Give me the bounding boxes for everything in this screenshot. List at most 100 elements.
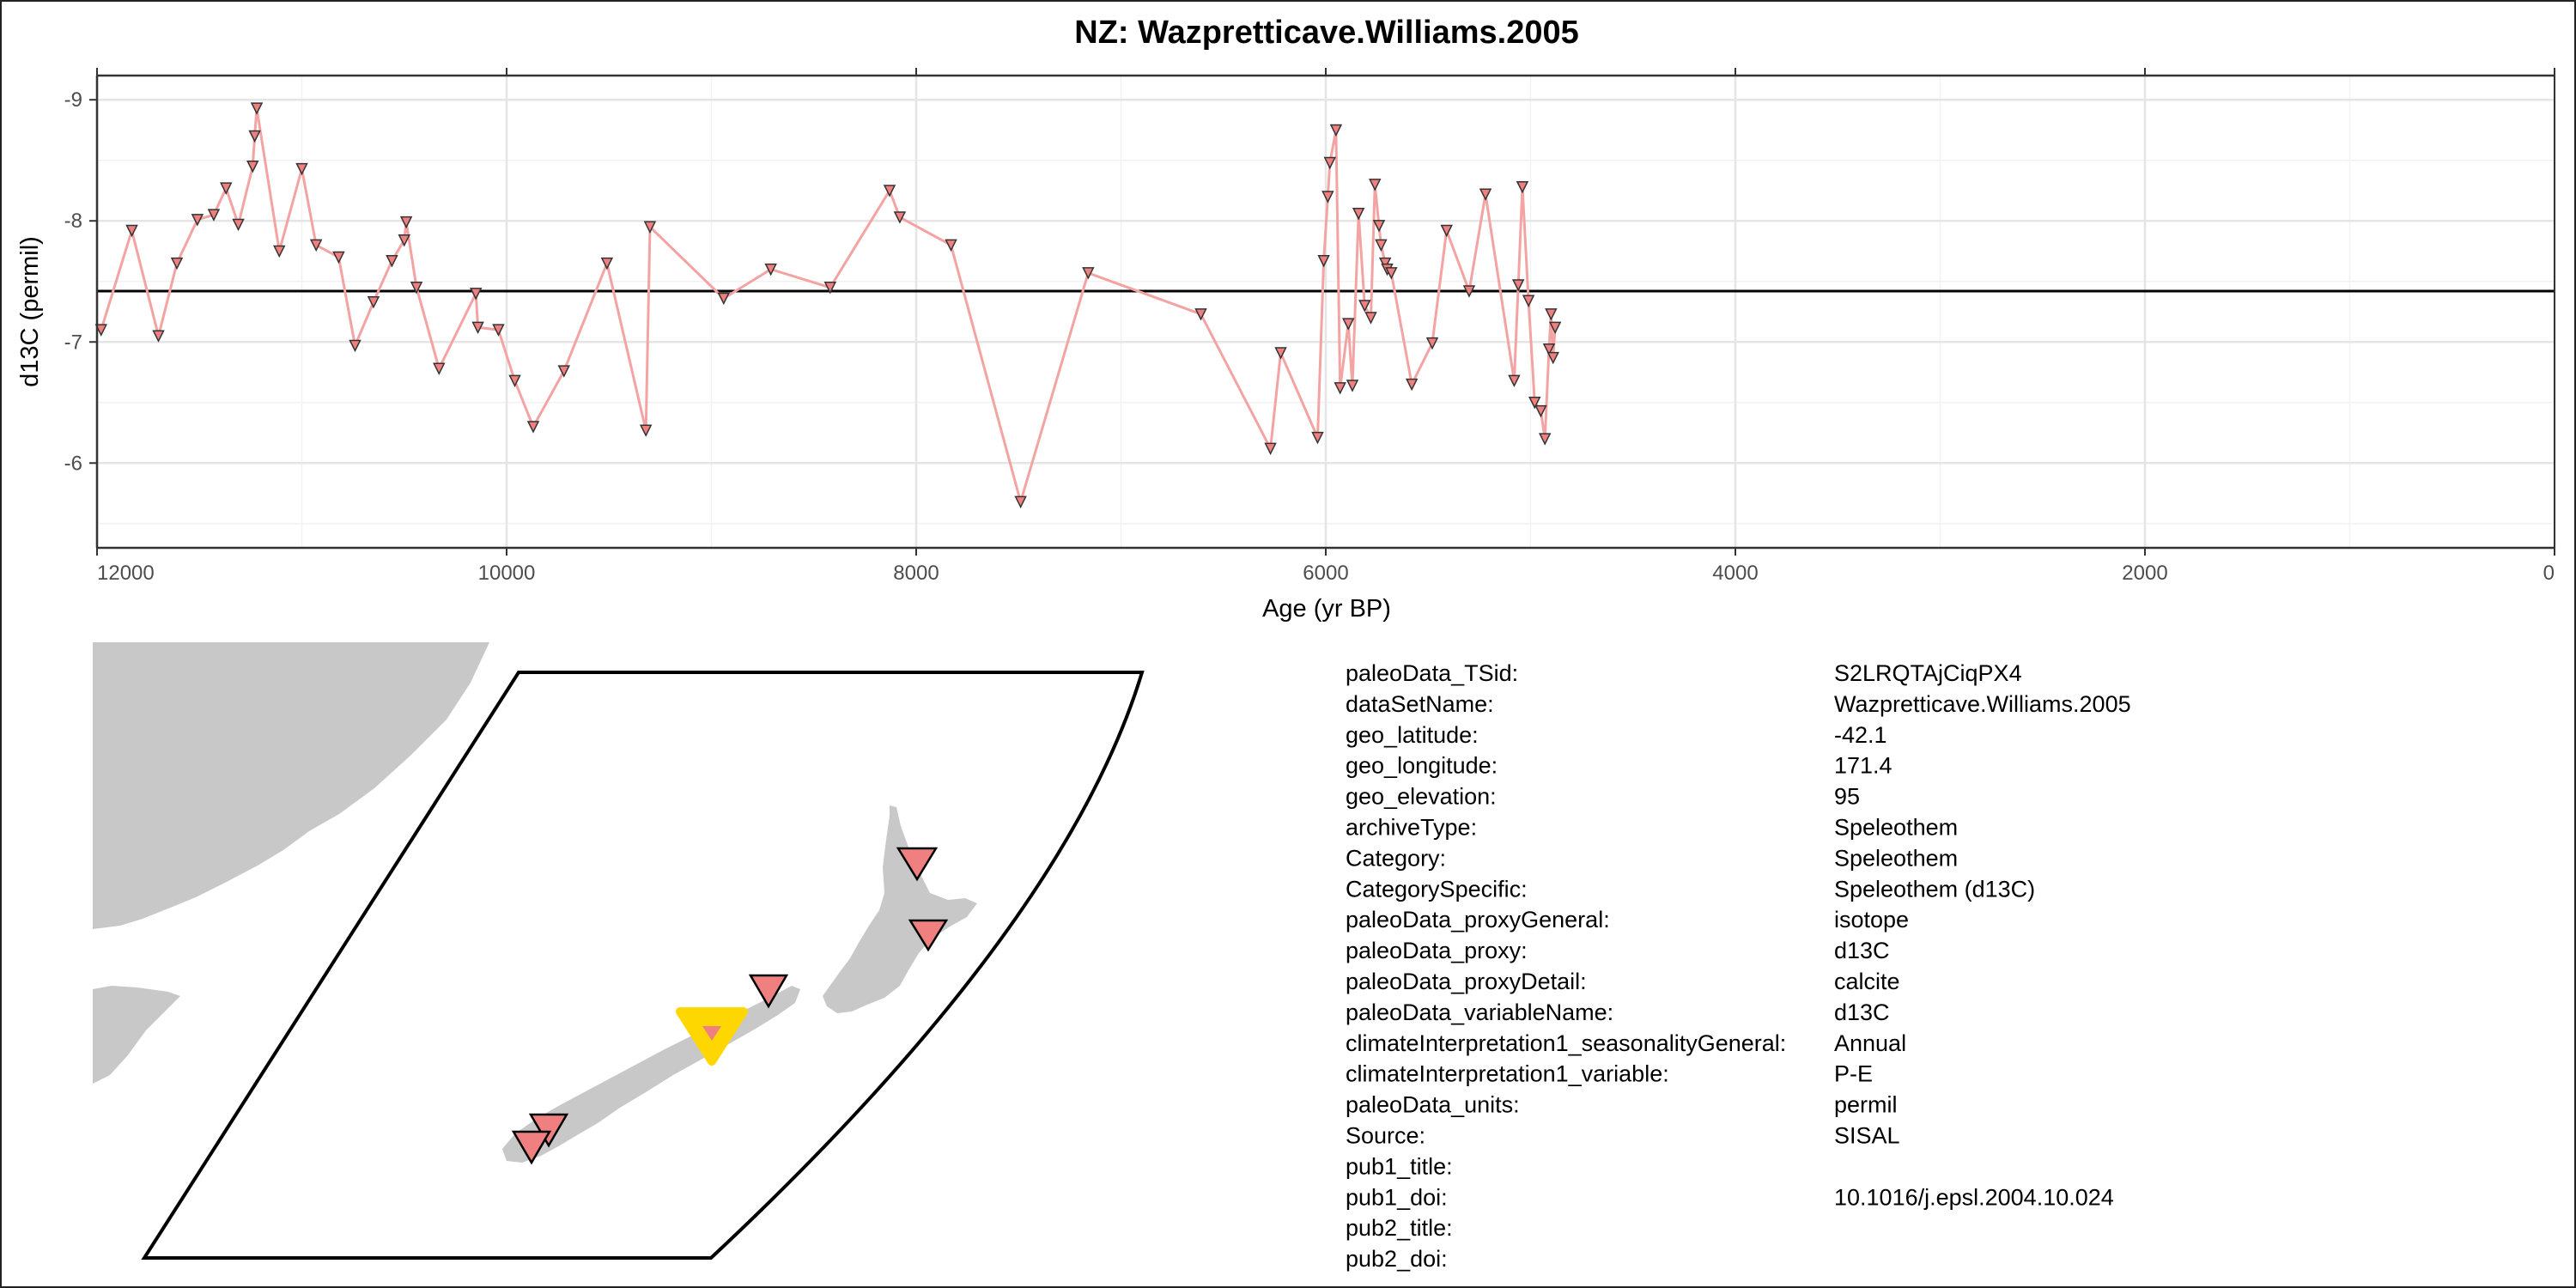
highlighted-site-center — [702, 1026, 721, 1041]
metadata-key: paleoData_proxyDetail: — [1346, 969, 1587, 994]
data-point — [1352, 208, 1365, 221]
metadata-value: calcite — [1834, 969, 1900, 994]
map-boundary — [141, 671, 1145, 1260]
data-point — [1358, 300, 1371, 313]
x-tick-label: 2000 — [2122, 562, 2167, 585]
metadata-key: paleoData_variableName: — [1346, 999, 1613, 1025]
data-point — [1321, 191, 1334, 204]
site-marker — [896, 847, 939, 882]
map-land — [93, 642, 977, 1163]
x-tick-label: 8000 — [893, 562, 939, 585]
data-point — [883, 185, 896, 197]
metadata-value: 10.1016/j.epsl.2004.10.024 — [1834, 1184, 2114, 1210]
data-point — [1274, 347, 1287, 360]
data-point — [191, 214, 204, 227]
data-point — [1538, 433, 1552, 446]
data-point — [1311, 431, 1324, 445]
nz-north-island — [823, 805, 977, 1013]
metadata-key: CategorySpecific: — [1346, 876, 1528, 902]
data-point — [471, 321, 484, 335]
tasmania — [93, 986, 180, 1084]
x-tick-label: 4000 — [1712, 562, 1758, 585]
data-point — [1548, 321, 1562, 335]
data-point — [643, 221, 657, 234]
metadata-value: P-E — [1834, 1061, 1873, 1087]
data-point — [232, 218, 245, 232]
data-point — [1323, 156, 1336, 170]
metadata-value: -42.1 — [1834, 722, 1887, 748]
data-point — [1014, 495, 1027, 509]
metadata-key: geo_latitude: — [1346, 722, 1479, 748]
data-point — [1534, 404, 1547, 418]
data-point — [125, 224, 138, 238]
data-point — [1479, 188, 1492, 201]
data-point — [600, 257, 614, 270]
metadata-key: paleoData_TSid: — [1346, 660, 1518, 686]
metadata-key: paleoData_units: — [1346, 1092, 1520, 1118]
data-point — [1375, 239, 1388, 252]
data-point — [1264, 442, 1277, 456]
site-marker — [511, 1130, 552, 1165]
inset-map — [93, 642, 1145, 1260]
data-point — [470, 288, 483, 301]
data-point — [1364, 312, 1377, 325]
data-point — [1369, 179, 1382, 191]
metadata-value: Speleothem — [1834, 815, 1958, 841]
data-point — [1378, 257, 1392, 270]
x-tick-label: 12000 — [97, 562, 155, 585]
data-point — [250, 102, 264, 115]
data-point — [349, 339, 361, 353]
data-point — [309, 239, 323, 252]
data-point — [246, 161, 259, 173]
metadata-key: paleoData_proxyGeneral: — [1346, 907, 1610, 933]
metadata-key: pub1_doi: — [1346, 1184, 1448, 1210]
data-point — [1334, 382, 1346, 395]
metadata-key: climateInterpretation1_seasonalityGenera… — [1346, 1030, 1786, 1056]
data-point — [1542, 343, 1556, 356]
metadata-key: climateInterpretation1_variable: — [1346, 1061, 1669, 1087]
data-point — [893, 211, 907, 224]
data-point — [433, 362, 446, 375]
axis-ticks: 12000 10000 8000 6000 4000 2000 0 -9 -8 -7 -6 — [64, 68, 2555, 585]
data-point — [410, 282, 423, 295]
data-point — [94, 324, 107, 337]
series-markers — [94, 102, 1562, 509]
metadata-key: pub1_title: — [1346, 1153, 1453, 1179]
data-point — [492, 324, 505, 337]
metadata-key: dataSetName: — [1346, 691, 1494, 717]
metadata-value: Speleothem — [1834, 845, 1958, 871]
australia-east-coast — [93, 642, 489, 929]
data-point — [1317, 255, 1330, 268]
data-point — [1511, 279, 1525, 292]
data-point — [1425, 337, 1439, 350]
x-tick-label: 6000 — [1303, 562, 1348, 585]
data-point — [639, 424, 653, 437]
data-point — [248, 130, 261, 143]
metadata-key: geo_elevation: — [1346, 784, 1497, 810]
metadata-value: permil — [1834, 1092, 1898, 1118]
metadata-value: d13C — [1834, 938, 1890, 963]
metadata-key: Source: — [1346, 1123, 1425, 1149]
data-point — [1194, 308, 1207, 321]
y-tick-label: -6 — [64, 452, 82, 475]
data-point — [1508, 374, 1521, 388]
data-point — [152, 330, 165, 343]
data-point — [1342, 318, 1355, 331]
chart-title: NZ: Wazpretticave.Williams.2005 — [1074, 15, 1578, 51]
x-tick-label: 10000 — [478, 562, 536, 585]
data-point — [823, 282, 837, 295]
metadata-key: geo_longitude: — [1346, 753, 1498, 779]
data-point — [1516, 180, 1529, 194]
data-point — [764, 263, 777, 276]
metadata-value: 95 — [1834, 784, 1860, 810]
data-point — [1462, 285, 1476, 298]
data-point — [1082, 267, 1095, 280]
data-point — [386, 255, 398, 268]
data-point — [1385, 267, 1398, 280]
data-point — [207, 209, 221, 222]
metadata-key: pub2_doi: — [1346, 1246, 1448, 1272]
data-point — [399, 216, 413, 229]
site-marker — [528, 1113, 569, 1148]
